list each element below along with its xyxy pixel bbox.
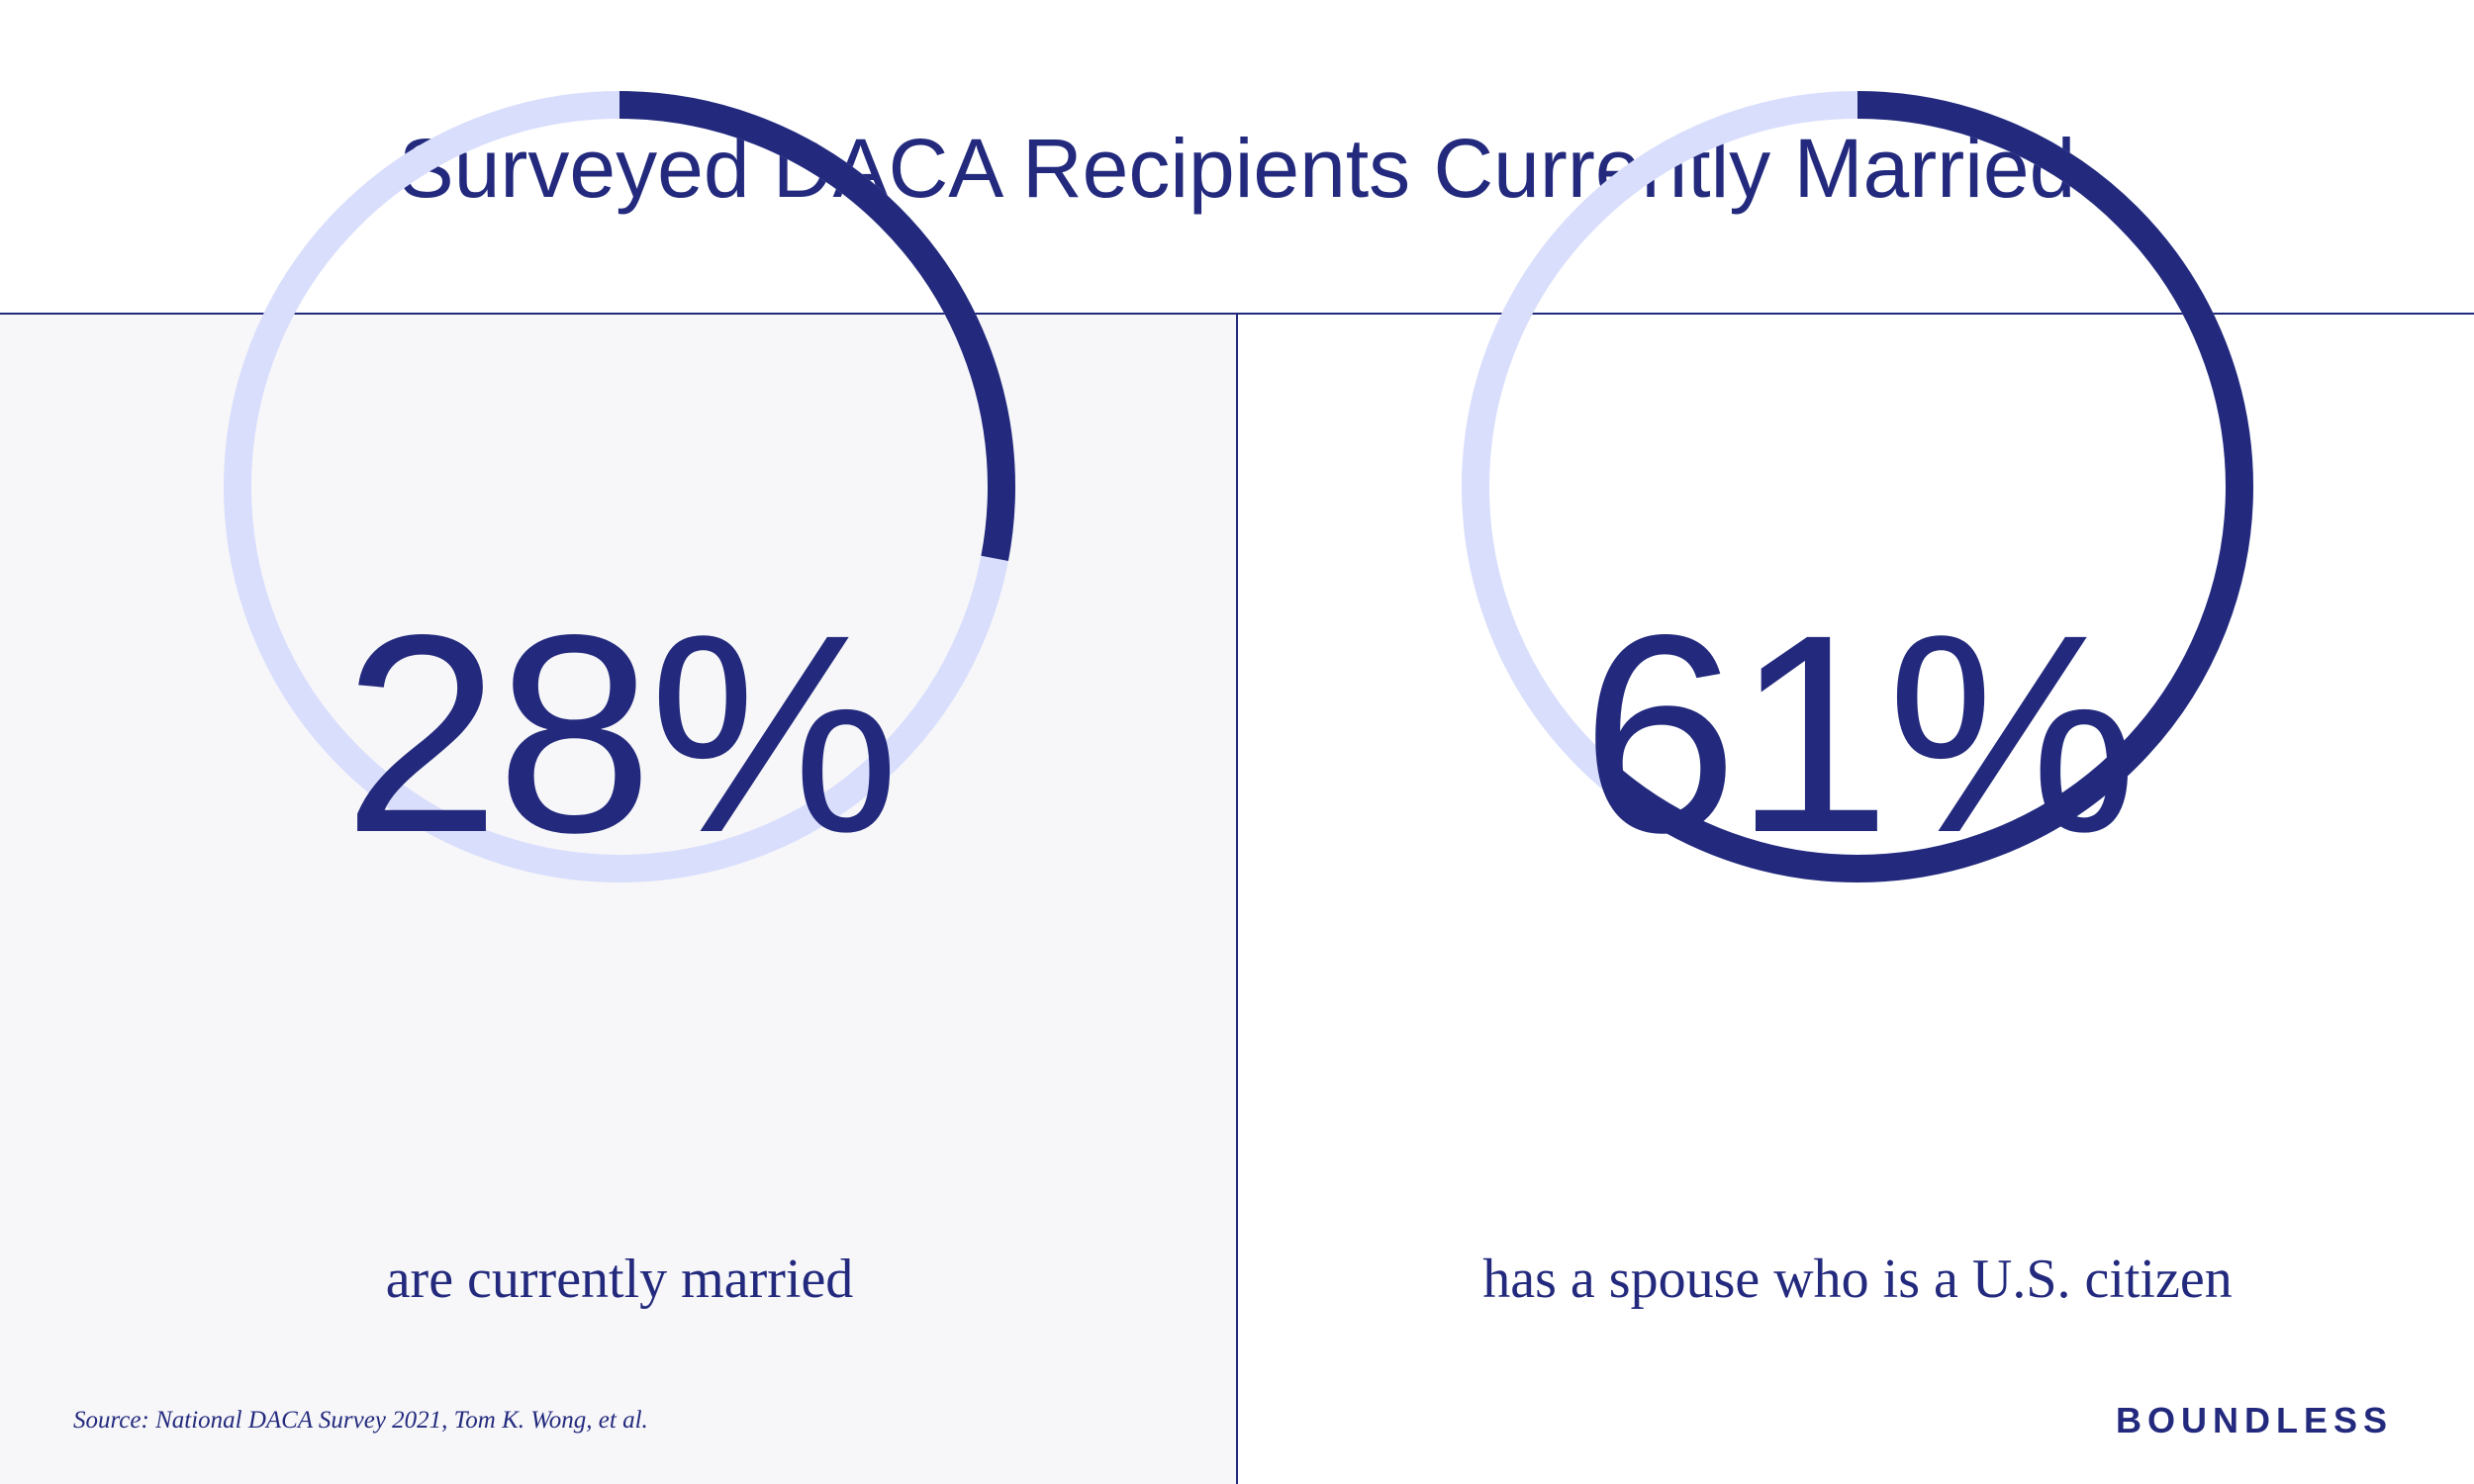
married-percent-value: 28%	[342, 577, 900, 891]
spouse-citizen-percent-value: 61%	[1580, 577, 2138, 891]
married-donut-chart	[224, 91, 1015, 882]
spouse-ring-progress	[1462, 91, 2253, 882]
married-caption: are currently married	[385, 1249, 854, 1310]
brand-logo: BOUNDLESS	[2115, 1400, 2393, 1440]
spouse-citizen-caption: has a spouse who is a U.S. citizen	[1482, 1249, 2233, 1310]
source-citation: Source: National DACA Survey 2021, Tom K…	[73, 1407, 648, 1434]
spouse-citizen-donut-chart	[1462, 91, 2253, 882]
panel-divider	[1236, 315, 1238, 1484]
page-title: Surveyed DACA Recipients Currently Marri…	[398, 122, 2076, 215]
right-stat-panel	[1238, 315, 2474, 1484]
left-stat-panel	[0, 315, 1236, 1484]
married-ring-progress	[224, 91, 1015, 882]
header-divider	[0, 313, 2474, 315]
